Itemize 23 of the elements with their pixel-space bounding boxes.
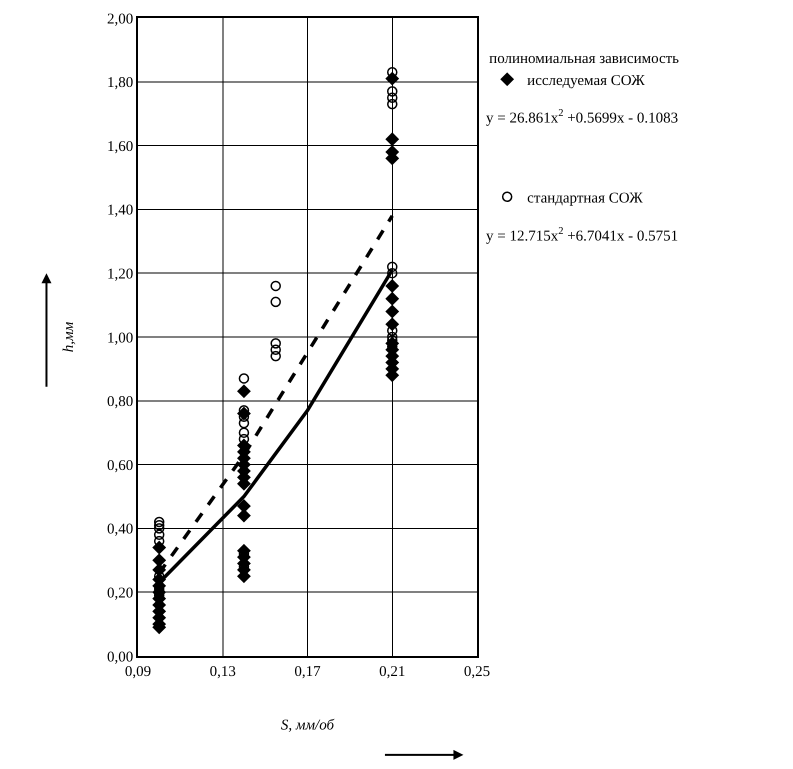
y-tick-label: 1,60: [107, 138, 134, 155]
x-tick-label: 0,13: [210, 664, 236, 680]
legend-label: стандартная СОЖ: [527, 190, 644, 207]
y-tick-label: 1,80: [107, 75, 134, 92]
y-tick-label: 0,40: [107, 522, 134, 538]
x-axis-title: S, мм/об: [280, 717, 335, 734]
y-axis-title: h,мм: [60, 321, 77, 352]
legend-title: полиномиальная зависимость: [489, 51, 680, 68]
x-tick-label: 0,17: [294, 664, 322, 680]
y-tick-label: 1,20: [107, 266, 134, 282]
text: y = 26.861x$^{2}$ +0.5699x - 0.1083: [486, 108, 678, 126]
x-tick-label: 0,21: [379, 664, 406, 680]
y-tick-label: 0,80: [107, 394, 134, 410]
y-tick-label: 1,00: [107, 330, 134, 346]
x-tick-label: 0,09: [124, 664, 152, 680]
y-tick-label: 0,00: [107, 649, 134, 666]
y-tick-label: 2,00: [107, 11, 134, 28]
y-tick-label: 1,40: [107, 202, 134, 219]
legend-label: исследуемая СОЖ: [527, 73, 646, 90]
y-tick-label: 0,60: [107, 458, 134, 474]
x-tick-label: 0,25: [464, 664, 490, 680]
y-tick-label: 0,20: [107, 585, 134, 602]
text: y = 12.715x$^{2}$ +6.7041x - 0.5751: [486, 226, 678, 244]
